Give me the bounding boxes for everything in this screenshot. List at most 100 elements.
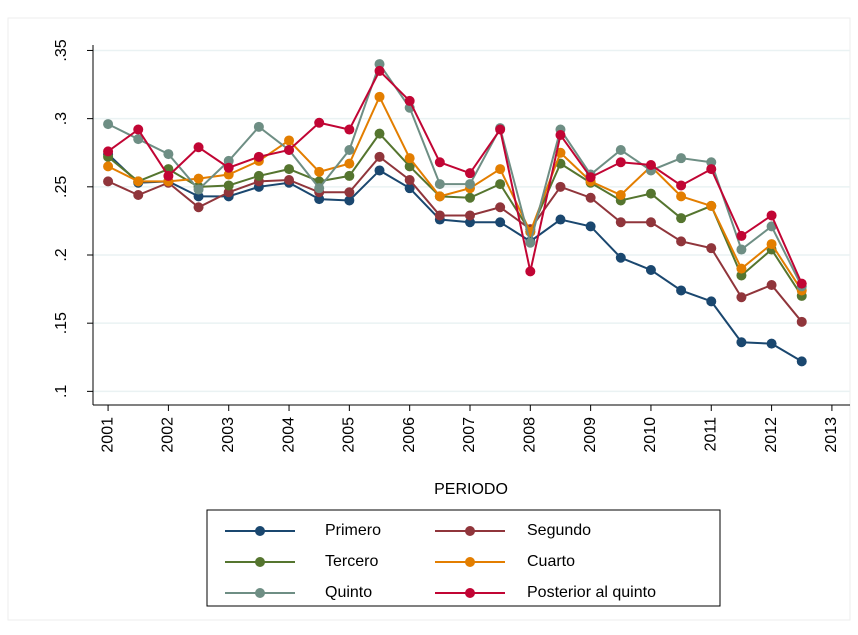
data-point bbox=[314, 166, 325, 177]
x-tick-label: 2005 bbox=[341, 417, 358, 453]
data-point bbox=[525, 266, 536, 277]
y-tick-label: .15 bbox=[53, 312, 70, 334]
data-point bbox=[676, 153, 687, 164]
data-point bbox=[645, 265, 656, 275]
data-point bbox=[163, 149, 174, 160]
data-point bbox=[495, 124, 506, 135]
data-point bbox=[495, 179, 506, 190]
legend-label: Posterior al quinto bbox=[527, 584, 656, 601]
data-point bbox=[615, 252, 626, 263]
data-point bbox=[525, 237, 536, 248]
data-point bbox=[374, 151, 385, 162]
y-tick-label: .2 bbox=[53, 248, 70, 261]
data-point bbox=[133, 176, 144, 187]
x-tick-label: 2008 bbox=[522, 417, 539, 453]
data-point bbox=[193, 142, 204, 153]
legend-marker bbox=[255, 526, 265, 536]
data-point bbox=[253, 121, 264, 132]
data-point bbox=[344, 124, 355, 135]
data-point bbox=[103, 161, 114, 172]
legend-label: Cuarto bbox=[527, 553, 575, 570]
data-point bbox=[344, 187, 355, 198]
data-point bbox=[736, 292, 747, 303]
data-point bbox=[766, 280, 777, 290]
legend-box bbox=[206, 509, 721, 607]
x-axis-title: PERIODO bbox=[434, 481, 508, 498]
y-tick-label: .1 bbox=[53, 385, 70, 398]
legend-label: Tercero bbox=[325, 553, 378, 570]
series-line bbox=[107, 69, 803, 285]
data-point bbox=[585, 221, 596, 232]
legend-label: Quinto bbox=[325, 584, 372, 601]
data-point bbox=[706, 243, 717, 254]
data-point bbox=[585, 192, 596, 203]
data-point bbox=[133, 124, 144, 135]
y-tick-label: .35 bbox=[53, 39, 70, 61]
data-point bbox=[133, 134, 144, 145]
legend-label: Primero bbox=[325, 522, 381, 539]
data-point bbox=[706, 296, 717, 307]
x-tick-label: 2012 bbox=[763, 417, 780, 453]
data-point bbox=[434, 179, 445, 190]
data-point bbox=[555, 181, 566, 192]
data-point bbox=[585, 172, 596, 183]
legend-marker bbox=[255, 588, 265, 598]
data-point bbox=[676, 236, 687, 247]
data-point bbox=[404, 153, 415, 164]
data-point bbox=[766, 239, 777, 250]
series-line bbox=[107, 155, 803, 323]
x-tick-label: 2001 bbox=[99, 417, 116, 453]
data-point bbox=[736, 244, 747, 255]
data-point bbox=[314, 117, 325, 128]
data-point bbox=[284, 175, 295, 185]
data-point bbox=[645, 188, 656, 199]
data-point bbox=[736, 337, 747, 348]
x-tick-label: 2004 bbox=[280, 417, 297, 453]
data-point bbox=[193, 202, 204, 213]
legend-marker bbox=[465, 588, 475, 598]
x-tick-label: 2009 bbox=[582, 417, 599, 453]
data-point bbox=[344, 170, 355, 181]
series-line bbox=[107, 94, 803, 292]
y-tick-label: .3 bbox=[53, 112, 70, 125]
data-point bbox=[615, 190, 626, 200]
data-point bbox=[434, 157, 445, 168]
data-point bbox=[464, 192, 475, 203]
series-line bbox=[107, 61, 803, 287]
data-point bbox=[464, 210, 475, 221]
data-point bbox=[736, 263, 747, 274]
data-point bbox=[374, 128, 385, 139]
data-point bbox=[163, 170, 174, 181]
data-point bbox=[404, 95, 415, 106]
data-point bbox=[223, 180, 234, 191]
data-point bbox=[314, 183, 325, 194]
data-point bbox=[374, 91, 385, 102]
data-point bbox=[736, 230, 747, 241]
data-point bbox=[645, 217, 656, 228]
data-point bbox=[555, 130, 566, 140]
series-line bbox=[107, 153, 803, 363]
data-point bbox=[284, 135, 295, 146]
series-line bbox=[107, 132, 803, 297]
data-point bbox=[645, 160, 656, 170]
legend-marker bbox=[465, 557, 475, 567]
x-tick-label: 2011 bbox=[702, 417, 719, 452]
data-point bbox=[404, 161, 415, 172]
data-point bbox=[766, 210, 777, 221]
data-point bbox=[615, 157, 626, 168]
data-point bbox=[103, 146, 114, 157]
data-point bbox=[374, 65, 385, 76]
x-tick-label: 2013 bbox=[823, 417, 840, 453]
legend-marker bbox=[465, 526, 475, 536]
x-tick-label: 2003 bbox=[220, 417, 237, 453]
y-tick-label: .25 bbox=[53, 176, 70, 198]
data-point bbox=[103, 119, 114, 130]
data-point bbox=[404, 175, 415, 185]
data-point bbox=[615, 145, 626, 155]
data-point bbox=[495, 164, 506, 175]
data-point bbox=[766, 338, 777, 349]
data-point bbox=[796, 278, 807, 289]
x-tick-label: 2010 bbox=[642, 417, 659, 453]
